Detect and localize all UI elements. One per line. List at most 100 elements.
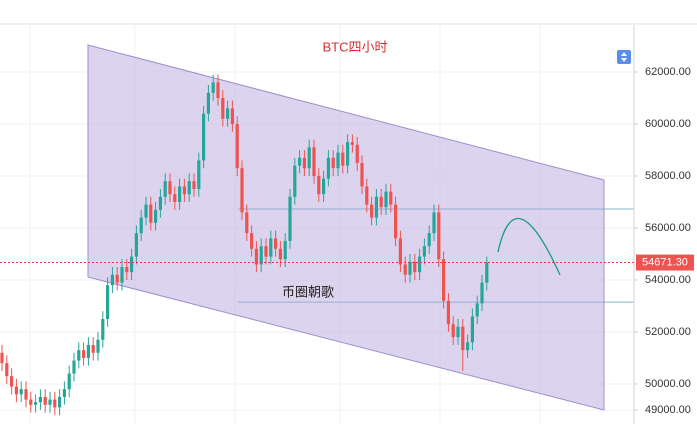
candle-body: [254, 248, 258, 265]
candle-body: [134, 233, 138, 257]
candle-body: [298, 157, 302, 166]
candle-body: [240, 168, 244, 213]
candle-body: [192, 181, 196, 189]
candle-body: [427, 233, 431, 247]
candle-body: [221, 98, 225, 119]
candle-body: [394, 204, 398, 239]
candle-body: [0, 352, 4, 364]
candle-body: [264, 246, 268, 257]
candle-body: [480, 282, 484, 304]
candle-body: [360, 162, 364, 187]
candle-body: [125, 266, 129, 273]
y-tick-label: 54000.00: [645, 274, 691, 286]
candle-body: [173, 194, 177, 202]
candle-body: [456, 326, 460, 338]
candle-body: [418, 256, 422, 273]
candle-body: [158, 196, 162, 210]
last-price-box: [636, 254, 694, 271]
candle-body: [168, 181, 172, 195]
candle-body: [326, 157, 330, 179]
candle-body: [302, 157, 306, 169]
candle-body: [130, 256, 134, 273]
y-tick-label: 49000.00: [645, 404, 691, 416]
candle-body: [77, 350, 81, 361]
candle-body: [149, 204, 153, 223]
candle-body: [288, 196, 292, 241]
candle-body: [226, 108, 230, 119]
candle-body: [384, 191, 388, 208]
candle-body: [34, 402, 38, 405]
candle-body: [53, 399, 57, 408]
candle-body: [163, 181, 167, 197]
candle-body: [29, 399, 33, 405]
candle-body: [470, 316, 474, 343]
candle-body: [110, 274, 114, 286]
candle-body: [283, 240, 287, 260]
candle-body: [24, 389, 28, 400]
candle-body: [466, 342, 470, 351]
candle-body: [312, 147, 316, 176]
candle-body: [206, 92, 210, 114]
candle-body: [14, 386, 18, 395]
candle-body: [442, 259, 446, 301]
scale-button[interactable]: [617, 50, 631, 64]
candle-body: [235, 124, 239, 169]
chart-title: BTC四小时: [322, 39, 387, 54]
candle-body: [62, 389, 66, 397]
candle-body: [48, 399, 52, 405]
candle-body: [293, 165, 297, 197]
candle-body: [67, 373, 71, 390]
channel: [87, 44, 605, 411]
candle-body: [336, 152, 340, 169]
last-price-label: 54671.30: [642, 256, 688, 268]
candle-body: [43, 396, 47, 405]
candle-body: [322, 178, 326, 195]
candle-body: [307, 147, 311, 169]
candle-body: [38, 396, 42, 403]
candle-body: [245, 212, 249, 234]
candle-body: [432, 212, 436, 234]
candle-body: [269, 238, 273, 257]
candle-body: [389, 191, 393, 205]
candle-body: [346, 142, 350, 166]
candle-body: [86, 344, 90, 358]
candle-body: [230, 108, 234, 125]
y-tick-label: 50000.00: [645, 378, 691, 390]
y-tick-label: 60000.00: [645, 118, 691, 130]
candle-body: [96, 339, 100, 353]
candle-body: [350, 142, 354, 145]
candle-body: [178, 186, 182, 202]
candle-body: [144, 204, 148, 218]
candle-body: [408, 261, 412, 275]
candle-body: [197, 160, 201, 189]
candle-body: [139, 217, 143, 234]
candle-body: [72, 360, 76, 374]
candle-body: [182, 186, 186, 195]
y-tick-label: 62000.00: [645, 66, 691, 78]
candle-body: [331, 157, 335, 169]
candle-body: [274, 238, 278, 249]
candle-body: [370, 204, 374, 218]
candle-body: [211, 82, 215, 93]
candle-body: [398, 238, 402, 265]
candle-body: [374, 196, 378, 218]
candle-body: [10, 376, 14, 387]
candle-body: [82, 350, 86, 358]
candle-body: [106, 285, 110, 319]
candle-body: [259, 246, 263, 265]
y-tick-label: 58000.00: [645, 170, 691, 182]
candle-body: [355, 144, 359, 163]
candle-body: [250, 233, 254, 249]
candle-body: [403, 264, 407, 275]
candle-body: [5, 363, 9, 377]
candle-body: [58, 396, 62, 408]
candle-body: [19, 389, 23, 395]
candle-body: [461, 326, 465, 351]
candle-body: [91, 344, 95, 353]
candle-body: [413, 261, 417, 273]
candle-body: [379, 196, 383, 208]
candle-body: [365, 186, 369, 205]
candle-body: [485, 262, 489, 283]
